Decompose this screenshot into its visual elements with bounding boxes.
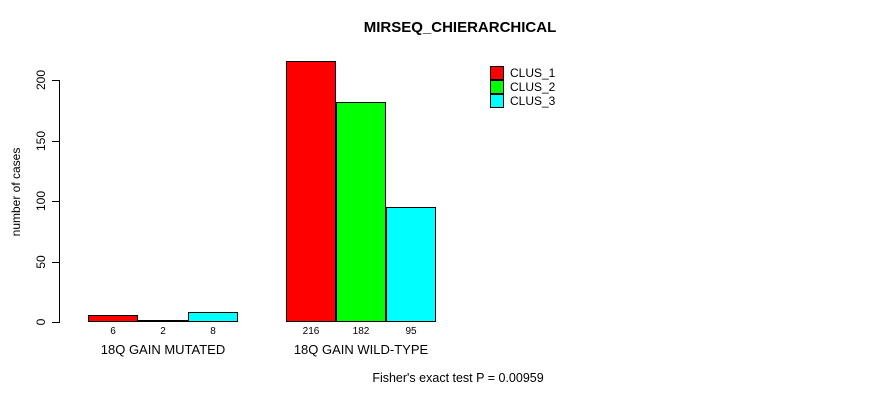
y-axis-tick [52,141,59,142]
legend: CLUS_1 CLUS_2 CLUS_3 [490,66,555,108]
chart-title: MIRSEQ_CHIERARCHICAL [363,19,557,36]
y-axis-tick-label: 200 [34,69,48,91]
legend-swatch-icon [490,94,504,108]
legend-item-clus_2: CLUS_2 [490,80,555,94]
y-axis-tick [52,201,59,202]
bar-clus_1-2 [286,61,336,322]
legend-item-clus_1: CLUS_1 [490,66,555,80]
y-axis-label: number of cases [9,147,23,237]
legend-swatch-icon [490,80,504,94]
category-label: 18Q GAIN WILD-TYPE [293,342,429,357]
bar-clus_3-1 [188,312,238,322]
bar-value-label: 2 [160,326,166,337]
y-axis-tick [52,80,59,81]
bar-value-label: 6 [110,326,116,337]
legend-item-clus_3: CLUS_3 [490,94,555,108]
y-axis-tick [52,262,59,263]
bar-value-label: 8 [210,326,216,337]
y-axis-line [59,80,60,323]
y-axis-tick-label: 50 [34,255,48,269]
bar-value-label: 95 [405,326,417,337]
annotation-fishers-test: Fisher's exact test P = 0.00959 [372,371,544,385]
y-axis-tick [52,322,59,323]
legend-label: CLUS_2 [510,80,556,94]
bar-clus_2-1 [138,320,188,322]
y-axis-tick-label: 150 [34,130,48,152]
bar-clus_2-2 [336,102,386,322]
y-axis-tick-label: 100 [34,190,48,212]
bar-clus_3-2 [386,207,436,322]
category-label: 18Q GAIN MUTATED [100,342,226,357]
bar-value-label: 182 [352,326,370,337]
legend-swatch-icon [490,66,504,80]
bar-clus_1-1 [88,315,138,322]
bar-value-label: 216 [302,326,320,337]
legend-label: CLUS_3 [510,94,556,108]
legend-label: CLUS_1 [510,66,556,80]
y-axis-tick-label: 0 [34,318,48,326]
